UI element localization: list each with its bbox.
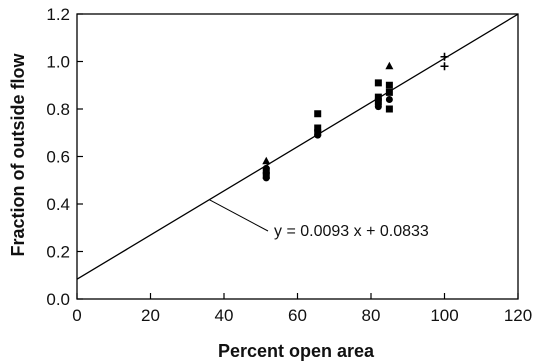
- data-point-circle: [374, 103, 382, 111]
- y-tick-label: 0.6: [46, 148, 70, 167]
- data-point-circle: [262, 164, 270, 172]
- x-tick-label: 100: [430, 306, 458, 325]
- y-tick-label: 0.2: [46, 243, 70, 262]
- x-tick-label: 80: [362, 306, 381, 325]
- fit-equation-annotation: y = 0.0093 x + 0.0833: [274, 223, 429, 240]
- data-point-square: [385, 81, 393, 89]
- data-point-plus: [440, 62, 449, 71]
- x-tick-label: 0: [72, 306, 81, 325]
- data-point-circle: [314, 131, 322, 139]
- data-point-square: [314, 124, 322, 132]
- data-point-triangle: [262, 156, 271, 165]
- data-point-square: [374, 98, 382, 106]
- x-axis-title: Percent open area: [218, 341, 375, 361]
- data-point-circle: [385, 96, 393, 103]
- annotation-leader-line: [209, 199, 269, 232]
- y-tick-label: 1.0: [46, 53, 70, 72]
- y-tick-label: 0.8: [46, 100, 70, 119]
- data-point-square: [374, 93, 382, 101]
- data-point-plus: [440, 52, 449, 61]
- data-point-circle: [262, 174, 270, 182]
- x-tick-label: 20: [141, 306, 160, 325]
- plot-area: 0 20 40 60 80 100 120 0.0 0.2 0.4 0.6 0.8 1.0 1.2: [46, 5, 532, 325]
- data-point-square: [385, 88, 393, 96]
- plot-frame: [76, 13, 519, 300]
- y-axis-title: Fraction of outside flow: [8, 53, 28, 257]
- data-point-triangle: [385, 61, 394, 70]
- y-tick-label: 0.4: [46, 195, 70, 214]
- data-point-square: [314, 110, 322, 118]
- x-tick-label: 40: [215, 306, 234, 325]
- y-tick-label: 0.0: [46, 290, 70, 309]
- x-tick-label: 120: [504, 306, 532, 325]
- y-tick-label: 1.2: [46, 5, 70, 24]
- data-point-square: [385, 105, 393, 113]
- data-point-square: [374, 79, 382, 87]
- x-tick-label: 60: [288, 306, 307, 325]
